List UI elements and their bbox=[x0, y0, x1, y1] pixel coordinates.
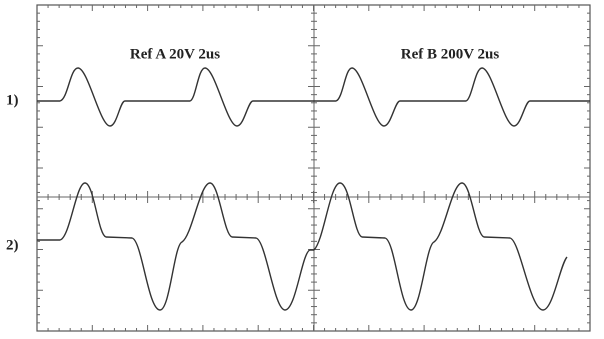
channel-label: 1) bbox=[6, 92, 19, 108]
trace-2-right bbox=[313, 182, 568, 311]
ref-a-label: Ref A 20V 2us bbox=[130, 46, 220, 62]
ref-b-label: Ref B 200V 2us bbox=[401, 46, 500, 62]
tick-marks bbox=[37, 5, 590, 331]
trace-1-left bbox=[37, 67, 314, 127]
channel-label: 2) bbox=[6, 237, 19, 253]
trace-2-left bbox=[37, 182, 314, 311]
trace-1-right bbox=[314, 67, 590, 127]
